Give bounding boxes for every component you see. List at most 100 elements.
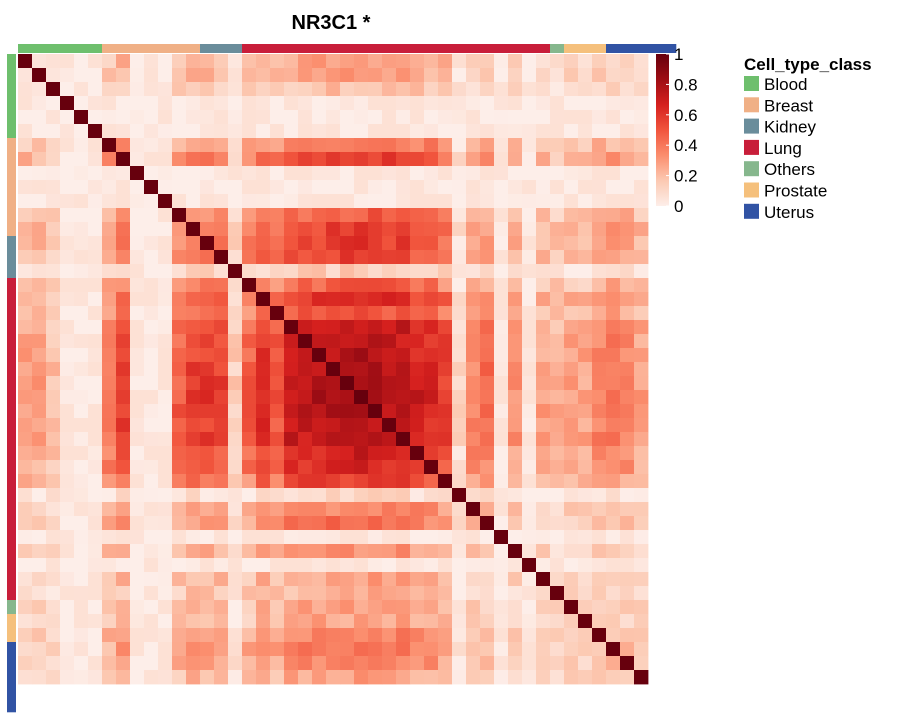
heatmap-cell	[592, 376, 607, 391]
heatmap-cell	[144, 628, 159, 643]
heatmap-cell	[382, 222, 397, 237]
heatmap-cell	[172, 488, 187, 503]
heatmap-cell	[522, 600, 537, 615]
heatmap-cell	[284, 656, 299, 671]
heatmap-cell	[508, 558, 523, 573]
heatmap-cell	[242, 544, 257, 559]
heatmap-cell	[634, 558, 649, 573]
heatmap-cell	[354, 68, 369, 83]
heatmap-cell	[60, 572, 75, 587]
heatmap-cell	[46, 656, 61, 671]
heatmap-cell	[340, 334, 355, 349]
heatmap-cell	[564, 348, 579, 363]
heatmap-cell	[74, 306, 89, 321]
heatmap-cell	[158, 446, 173, 461]
heatmap-cell	[18, 124, 33, 139]
heatmap-cell	[60, 600, 75, 615]
heatmap-cell	[606, 600, 621, 615]
heatmap-cell	[60, 586, 75, 601]
heatmap-cell	[578, 376, 593, 391]
heatmap-cell	[438, 250, 453, 265]
heatmap-cell	[396, 376, 411, 391]
heatmap-cell	[620, 362, 635, 377]
heatmap-cell	[466, 222, 481, 237]
heatmap-cell	[130, 488, 145, 503]
heatmap-cell	[46, 572, 61, 587]
heatmap-cell	[74, 166, 89, 181]
heatmap-cell	[480, 54, 495, 69]
heatmap-cell	[130, 446, 145, 461]
heatmap-cell	[102, 432, 117, 447]
heatmap-cell	[270, 124, 285, 139]
heatmap-cell	[88, 362, 103, 377]
heatmap-cell	[452, 264, 467, 279]
heatmap-cell	[592, 586, 607, 601]
heatmap-cell	[60, 670, 75, 685]
heatmap-cell	[536, 82, 551, 97]
heatmap-cell	[242, 516, 257, 531]
heatmap-cell	[284, 166, 299, 181]
heatmap-cell	[578, 320, 593, 335]
heatmap-cell	[88, 124, 103, 139]
heatmap-cell	[494, 348, 509, 363]
heatmap-cell	[60, 264, 75, 279]
heatmap-cell	[200, 96, 215, 111]
heatmap-cell	[634, 194, 649, 209]
heatmap-cell	[354, 278, 369, 293]
heatmap-cell	[522, 460, 537, 475]
heatmap-cell	[438, 530, 453, 545]
heatmap-cell	[578, 516, 593, 531]
heatmap-cell	[228, 124, 243, 139]
heatmap-cell	[46, 264, 61, 279]
heatmap-cell	[144, 474, 159, 489]
heatmap-cell	[102, 236, 117, 251]
heatmap-cell	[158, 334, 173, 349]
heatmap-cell	[242, 222, 257, 237]
heatmap-cell	[564, 460, 579, 475]
heatmap-cell	[144, 362, 159, 377]
heatmap-cell	[130, 614, 145, 629]
heatmap-cell	[368, 572, 383, 587]
heatmap-cell	[508, 502, 523, 517]
heatmap-cell	[60, 208, 75, 223]
heatmap-cell	[368, 124, 383, 139]
heatmap-cell	[480, 348, 495, 363]
row-annotation-segment	[7, 54, 16, 139]
row-annotation-segment	[7, 642, 16, 713]
heatmap-cell	[270, 348, 285, 363]
heatmap-cell	[438, 54, 453, 69]
heatmap-cell	[18, 348, 33, 363]
heatmap-cell	[522, 278, 537, 293]
heatmap-cell	[620, 390, 635, 405]
heatmap-cell	[396, 334, 411, 349]
heatmap-cell	[620, 376, 635, 391]
heatmap-cell	[522, 306, 537, 321]
heatmap-cell	[466, 418, 481, 433]
heatmap-cell	[88, 488, 103, 503]
heatmap-cell	[214, 376, 229, 391]
heatmap-cell	[522, 628, 537, 643]
heatmap-cell	[88, 600, 103, 615]
heatmap-cell	[46, 362, 61, 377]
legend-label: Others	[764, 160, 815, 179]
heatmap-cell	[158, 292, 173, 307]
heatmap-cell	[340, 544, 355, 559]
heatmap-cell	[480, 320, 495, 335]
heatmap-cell	[550, 68, 565, 83]
heatmap-cell	[298, 656, 313, 671]
heatmap-cell	[102, 614, 117, 629]
heatmap-cell	[410, 152, 425, 167]
heatmap-cell	[116, 264, 131, 279]
heatmap-cell	[32, 656, 47, 671]
heatmap-cell	[438, 572, 453, 587]
heatmap-cell	[606, 614, 621, 629]
heatmap-cell	[550, 54, 565, 69]
heatmap-cell	[592, 642, 607, 657]
heatmap-cell	[564, 488, 579, 503]
heatmap-cell	[158, 390, 173, 405]
heatmap-cell	[522, 376, 537, 391]
heatmap-cell	[102, 320, 117, 335]
heatmap-cell	[74, 460, 89, 475]
heatmap-cell	[466, 194, 481, 209]
heatmap-cell	[88, 194, 103, 209]
